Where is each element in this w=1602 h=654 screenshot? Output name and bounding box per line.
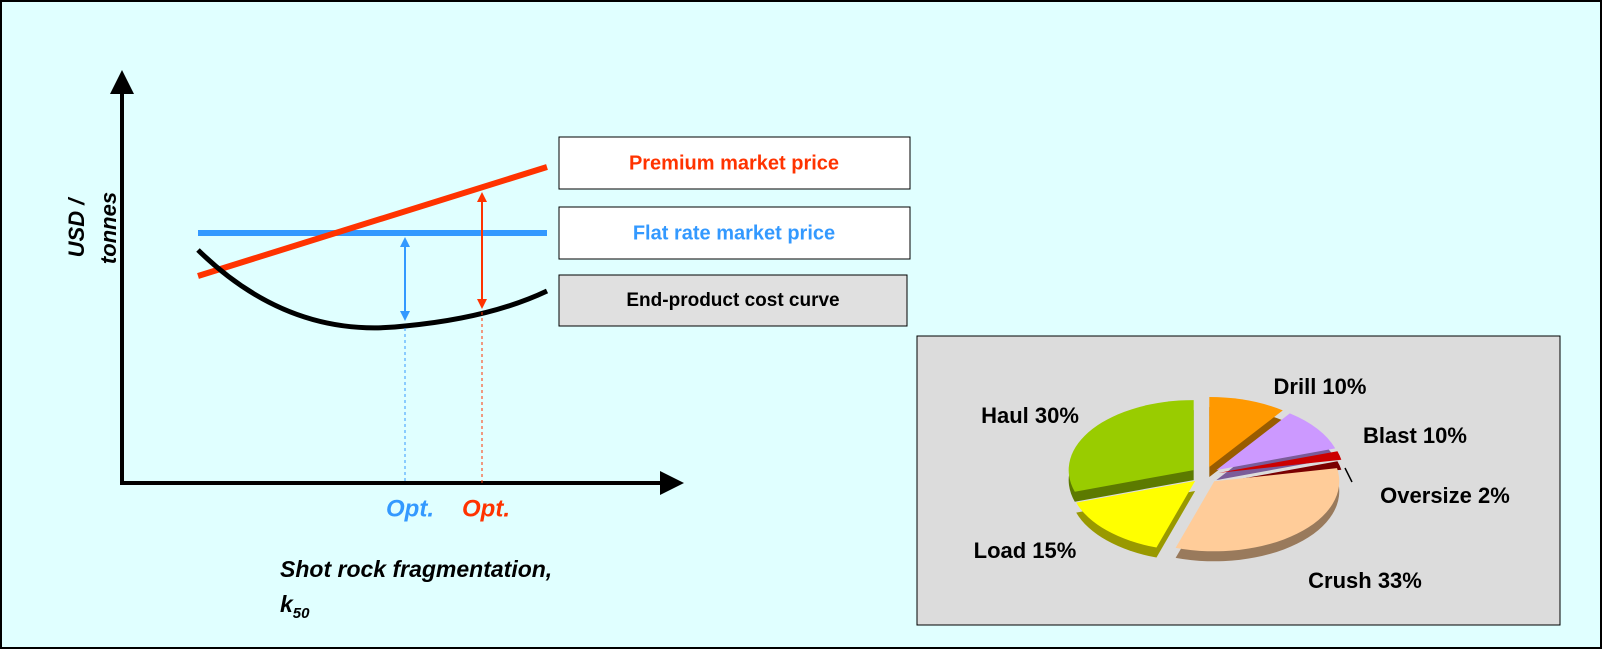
slice (1216, 413, 1336, 471)
premium-price-line (197, 164, 548, 279)
box (558, 136, 911, 190)
subscript: 50 (293, 605, 310, 622)
opt-label: Opt. (386, 495, 434, 522)
x-label: Shot rock fragmentation, (280, 556, 552, 582)
slice-label: Blast 10% (1363, 423, 1467, 448)
slice-label: Haul 30% (981, 403, 1079, 428)
slice (1068, 400, 1194, 492)
x-label-symbol: k50 (280, 591, 310, 622)
slice (1209, 397, 1283, 468)
box-label: Flat rate market price (633, 222, 835, 244)
cost-curve (196, 248, 549, 331)
box-label: End-product cost curve (626, 290, 839, 311)
symbol: k (280, 591, 294, 617)
y-label-line: USD / (64, 196, 89, 258)
leader-line (1344, 467, 1353, 483)
slice-label: Load 15% (974, 538, 1077, 563)
slice-label: Crush 33% (1308, 568, 1422, 593)
slice (1175, 468, 1340, 552)
box-label: Premium market price (629, 152, 839, 174)
y-label-line: tonnes (96, 192, 121, 264)
slice (1076, 480, 1196, 548)
slice-label: Oversize 2% (1380, 483, 1510, 508)
slice (1218, 451, 1342, 473)
box (558, 274, 908, 327)
slice-depth (1218, 461, 1342, 483)
opt-label: Opt. (462, 495, 510, 522)
pie: Drill 10% Blast 10% Oversize 2% Crush 33% Lo… (974, 374, 1510, 593)
slice-label: Drill 10% (1274, 374, 1367, 399)
box (558, 206, 911, 260)
y-label: USD / tonnes (64, 192, 121, 264)
